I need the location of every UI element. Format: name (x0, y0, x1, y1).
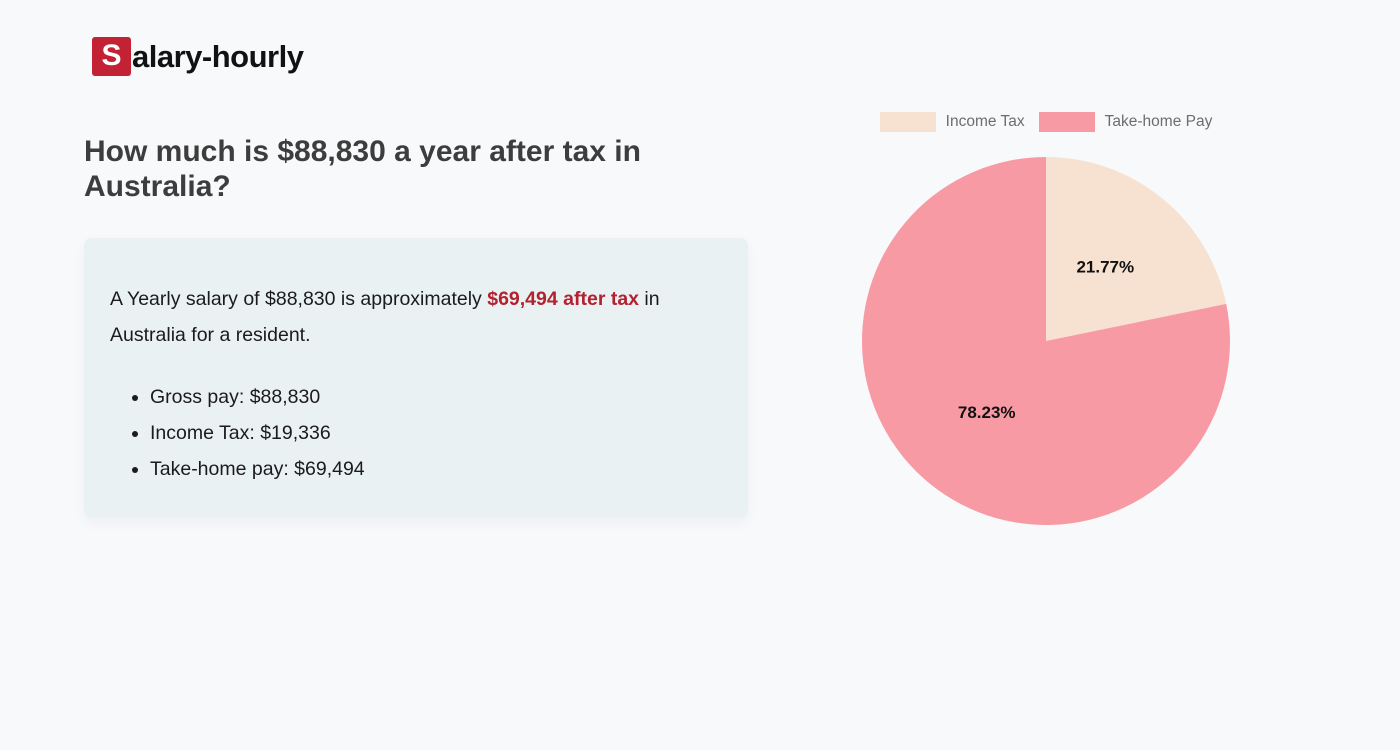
salary-breakdown-list: Gross pay: $88,830 Income Tax: $19,336 T… (110, 379, 722, 487)
summary-text-before: A Yearly salary of $88,830 is approximat… (110, 288, 488, 310)
legend-label-take-home-pay: Take-home Pay (1104, 113, 1213, 130)
legend-item-income-tax[interactable]: Income Tax (879, 112, 1025, 132)
summary-text: A Yearly salary of $88,830 is approximat… (110, 281, 722, 353)
brand-logo-text: alary-hourly (132, 38, 304, 74)
legend-item-take-home-pay[interactable]: Take-home Pay (1038, 112, 1213, 132)
brand-logo[interactable]: S alary-hourly (92, 37, 304, 76)
chart-legend: Income Tax Take-home Pay (862, 112, 1230, 132)
summary-text-after: in Australia for a resident. (110, 288, 660, 346)
pie-slice-percentage-label: 21.77% (1076, 258, 1134, 277)
list-item-income-tax: Income Tax: $19,336 (150, 415, 722, 451)
pie-slice-percentage-label: 78.23% (958, 403, 1016, 422)
list-item-gross-pay: Gross pay: $88,830 (150, 379, 722, 415)
legend-swatch-income-tax (879, 112, 936, 132)
after-tax-amount: $69,494 after tax (487, 288, 640, 310)
pie-chart: 21.77% 78.23% (862, 157, 1230, 525)
legend-label-income-tax: Income Tax (945, 113, 1025, 130)
brand-logo-mark: S (92, 37, 131, 76)
summary-card: A Yearly salary of $88,830 is approximat… (84, 238, 748, 518)
pie-slice-take-home-pay[interactable] (862, 157, 1230, 525)
list-item-take-home-pay: Take-home pay: $69,494 (150, 451, 722, 487)
legend-swatch-take-home-pay (1038, 112, 1095, 132)
page-title: How much is $88,830 a year after tax in … (84, 135, 641, 203)
pie-slice-income-tax[interactable] (1046, 157, 1227, 341)
